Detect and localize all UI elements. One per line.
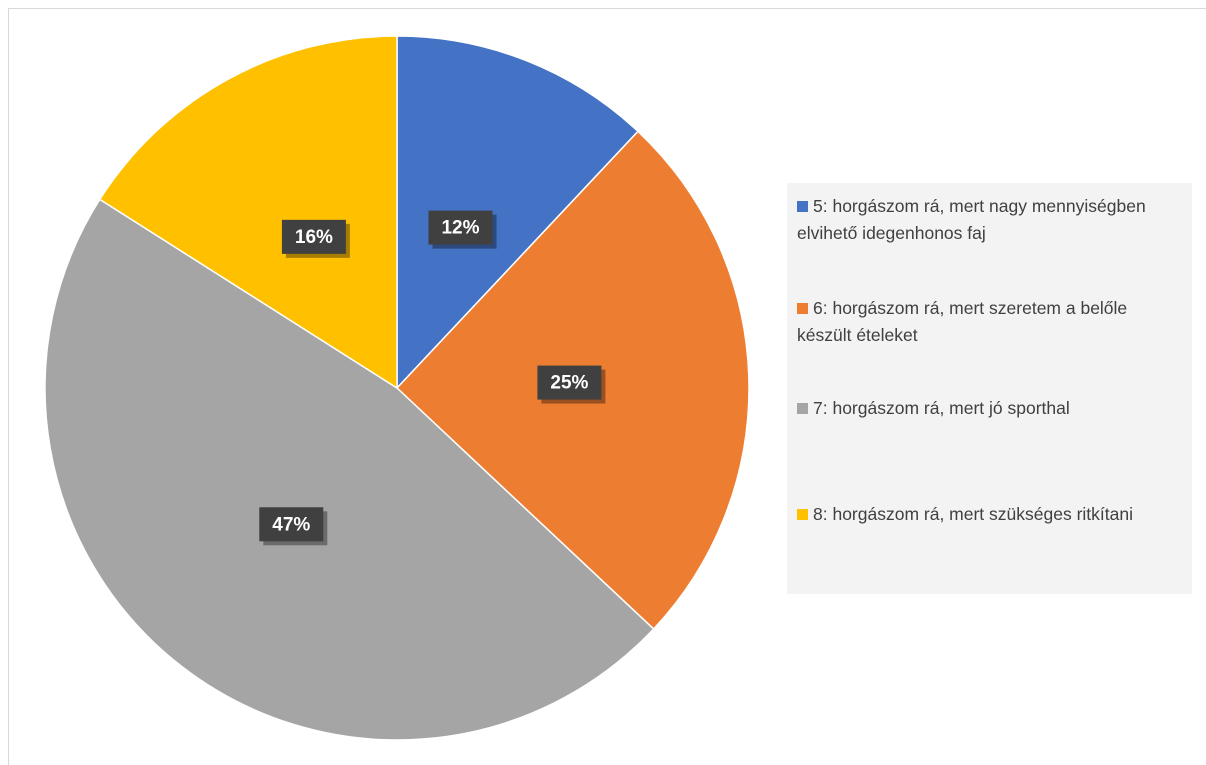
legend-label: 7: horgászom rá, mert jó sporthal [813, 398, 1070, 418]
data-label: 25% [550, 373, 588, 394]
legend: 5: horgászom rá, mert nagy mennyiségben … [787, 183, 1192, 594]
legend-swatch [797, 403, 808, 414]
legend-swatch [797, 509, 808, 520]
legend-label: 6: horgászom rá, mert szeretem a belőle … [797, 298, 1128, 345]
data-label-box [428, 210, 493, 245]
data-label: 47% [272, 514, 310, 535]
legend-entry: 6: horgászom rá, mert szeretem a belőle … [797, 295, 1182, 349]
legend-label: 8: horgászom rá, mert szükséges ritkítan… [813, 504, 1133, 524]
legend-entry: 7: horgászom rá, mert jó sporthal [797, 395, 1182, 422]
data-label-box [537, 365, 602, 400]
data-label: 16% [295, 227, 333, 248]
legend-swatch [797, 303, 808, 314]
chart-border [8, 8, 1206, 765]
pie-slice [98, 35, 398, 390]
legend-entry: 8: horgászom rá, mert szükséges ritkítan… [797, 501, 1182, 528]
data-label: 12% [441, 218, 479, 239]
legend-swatch [797, 201, 808, 212]
pie-slice [396, 35, 640, 390]
data-label-box [281, 219, 346, 254]
legend-label: 5: horgászom rá, mert nagy mennyiségben … [797, 196, 1146, 243]
pie-slice [44, 198, 655, 741]
legend-entry: 5: horgászom rá, mert nagy mennyiségben … [797, 193, 1182, 247]
data-label-box [259, 507, 324, 542]
